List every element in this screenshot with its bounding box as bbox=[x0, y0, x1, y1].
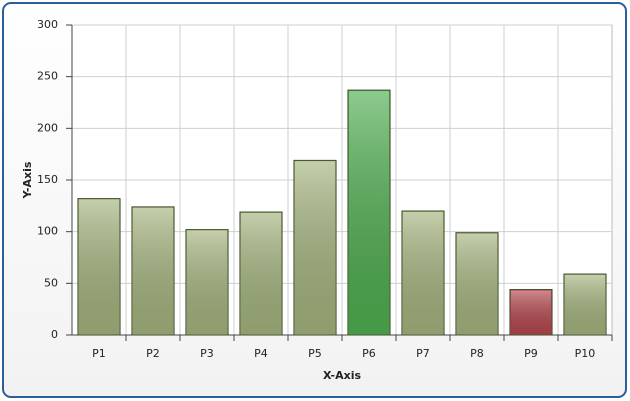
y-axis-title: Y-Axis bbox=[21, 161, 34, 199]
bar-shine bbox=[510, 290, 552, 334]
y-tick-label: 200 bbox=[37, 121, 58, 134]
bar-shine bbox=[348, 91, 390, 334]
bar-shine bbox=[564, 275, 606, 334]
bar-shine bbox=[402, 212, 444, 334]
x-tick-label: P5 bbox=[308, 347, 322, 360]
x-tick-label: P3 bbox=[200, 347, 214, 360]
bar-shine bbox=[294, 161, 336, 334]
x-tick-label: P7 bbox=[416, 347, 430, 360]
x-tick-label: P8 bbox=[470, 347, 484, 360]
x-tick-label: P9 bbox=[524, 347, 538, 360]
y-tick-label: 100 bbox=[37, 225, 58, 238]
x-tick-label: P2 bbox=[146, 347, 160, 360]
x-tick-label: P10 bbox=[575, 347, 596, 360]
x-axis-title: X-Axis bbox=[323, 369, 362, 382]
bar-shine bbox=[456, 233, 498, 334]
y-tick-label: 250 bbox=[37, 70, 58, 83]
x-tick-label: P6 bbox=[362, 347, 376, 360]
bar-shine bbox=[132, 207, 174, 334]
bar-shine bbox=[78, 199, 120, 334]
bar-shine bbox=[240, 213, 282, 334]
bar-shine bbox=[186, 230, 228, 334]
x-tick-label: P4 bbox=[254, 347, 268, 360]
y-tick-label: 300 bbox=[37, 18, 58, 31]
y-tick-label: 50 bbox=[44, 276, 58, 289]
x-tick-label: P1 bbox=[92, 347, 106, 360]
y-tick-label: 150 bbox=[37, 173, 58, 186]
y-tick-label: 0 bbox=[51, 328, 58, 341]
